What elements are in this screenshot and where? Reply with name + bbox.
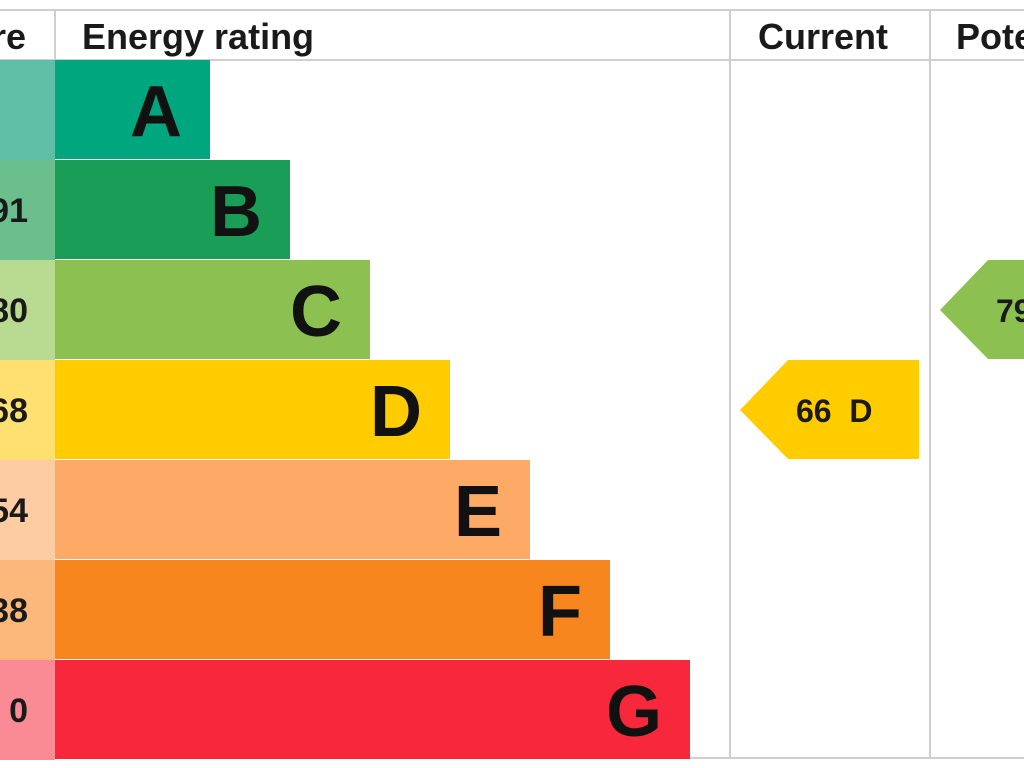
header-current: Current <box>758 16 888 57</box>
header-energy-rating: Energy rating <box>82 16 314 57</box>
score-cell-d <box>0 360 55 460</box>
band-letter-b: B <box>210 172 262 252</box>
score-label-d: 68 <box>0 392 28 430</box>
score-cell-f <box>0 560 55 660</box>
band-letter-f: F <box>538 572 582 652</box>
score-cell-c <box>0 260 55 360</box>
band-bar-f <box>55 560 610 659</box>
current-rating-label: 66 D <box>796 393 872 429</box>
score-label-f: 38 <box>0 592 28 630</box>
band-letter-a: A <box>130 72 182 152</box>
header-potential: Pote <box>956 16 1024 57</box>
band-letter-e: E <box>454 472 502 552</box>
score-cell-b <box>0 160 55 260</box>
header-score: re <box>0 16 26 57</box>
band-bar-e <box>55 460 530 559</box>
score-cell-e <box>0 460 55 560</box>
band-letter-d: D <box>370 372 422 452</box>
potential-rating-arrow <box>940 260 1024 359</box>
band-bar-d <box>55 360 450 459</box>
band-letter-g: G <box>606 672 662 752</box>
rating-markers: 66 D 79 <box>740 260 1024 459</box>
band-letter-c: C <box>290 272 342 352</box>
potential-rating-label: 79 <box>996 293 1024 329</box>
score-cell-g <box>0 660 55 760</box>
score-label-g: 0 <box>9 692 28 730</box>
score-label-e: 54 <box>0 492 28 530</box>
current-rating-arrow <box>740 360 919 459</box>
band-bar-c <box>55 260 370 359</box>
score-label-c: 80 <box>0 292 28 330</box>
rating-bands: A 91 B 80 C 68 D 54 E 38 F 0 G <box>0 60 690 760</box>
score-label-b: 91 <box>0 192 28 230</box>
header-row: re Energy rating Current Pote <box>0 16 1024 57</box>
band-bar-b <box>55 160 290 259</box>
band-bar-a <box>55 60 210 159</box>
score-cell-a <box>0 60 55 160</box>
band-bar-g <box>55 660 690 759</box>
